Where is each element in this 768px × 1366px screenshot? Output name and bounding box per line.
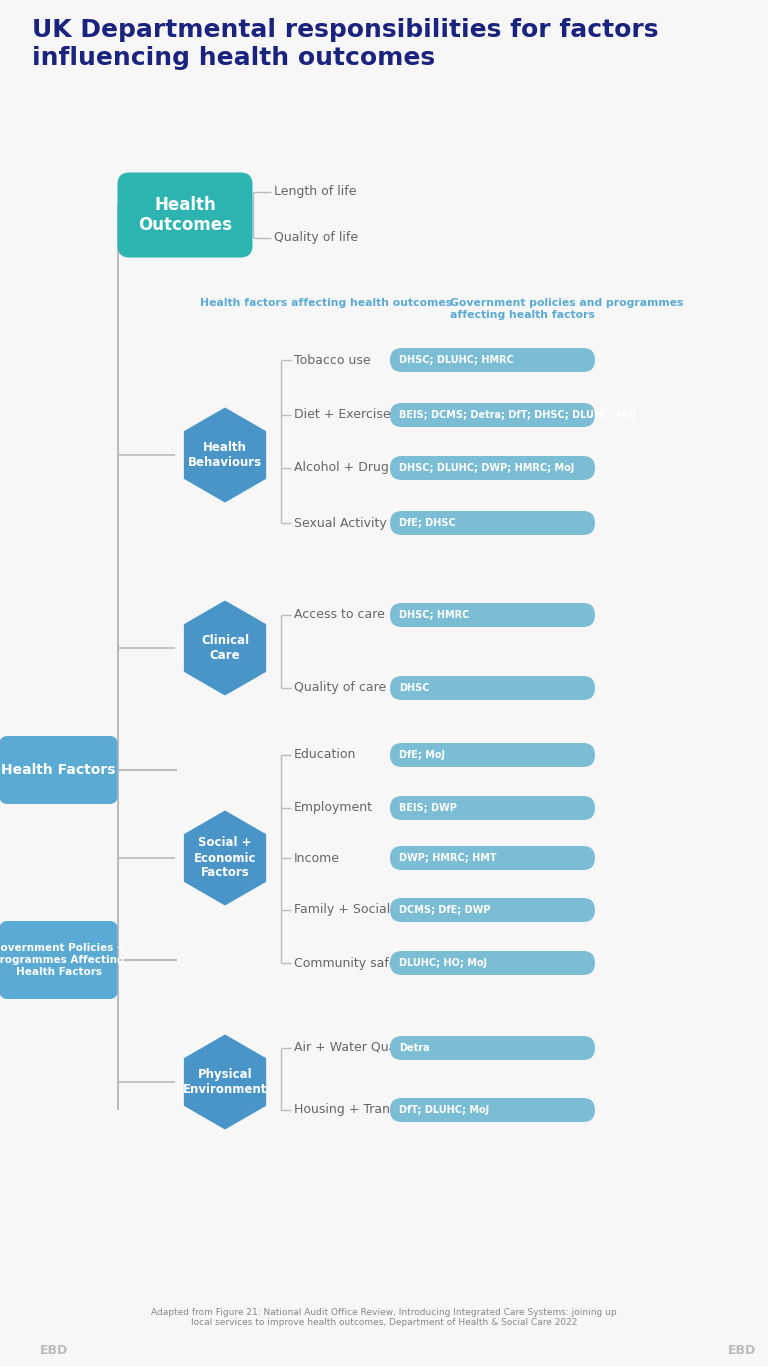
- Text: Access to care: Access to care: [294, 608, 385, 622]
- FancyBboxPatch shape: [390, 456, 595, 479]
- Polygon shape: [184, 1034, 266, 1130]
- FancyBboxPatch shape: [390, 897, 595, 922]
- Text: DCMS; DfE; DWP: DCMS; DfE; DWP: [399, 906, 491, 915]
- Text: DWP; HMRC; HMT: DWP; HMRC; HMT: [399, 852, 497, 863]
- Text: Sexual Activity: Sexual Activity: [294, 516, 387, 530]
- FancyBboxPatch shape: [0, 921, 118, 999]
- Text: Health
Outcomes: Health Outcomes: [138, 195, 232, 235]
- FancyBboxPatch shape: [390, 1098, 595, 1121]
- FancyBboxPatch shape: [390, 1035, 595, 1060]
- Text: DHSC; HMRC: DHSC; HMRC: [399, 611, 469, 620]
- Text: EBD: EBD: [40, 1344, 68, 1356]
- Text: UK Departmental responsibilities for factors
influencing health outcomes: UK Departmental responsibilities for fac…: [32, 18, 658, 70]
- FancyBboxPatch shape: [390, 743, 595, 766]
- Text: DfE; MoJ: DfE; MoJ: [399, 750, 445, 759]
- Text: DHSC: DHSC: [399, 683, 429, 693]
- FancyBboxPatch shape: [390, 796, 595, 820]
- Text: DfT; DLUHC; MoJ: DfT; DLUHC; MoJ: [399, 1105, 489, 1115]
- Text: DLUHC; HO; MoJ: DLUHC; HO; MoJ: [399, 958, 487, 968]
- FancyBboxPatch shape: [118, 172, 253, 258]
- Text: Income: Income: [294, 851, 340, 865]
- Text: Quality of care: Quality of care: [294, 682, 386, 694]
- Text: Housing + Transit: Housing + Transit: [294, 1104, 405, 1116]
- Text: Community safety: Community safety: [294, 956, 409, 970]
- Text: Air + Water Quality: Air + Water Quality: [294, 1041, 415, 1055]
- Text: Adapted from Figure 21: National Audit Office Review, Introducing Integrated Car: Adapted from Figure 21: National Audit O…: [151, 1309, 617, 1328]
- Text: DHSC; DLUHC; DWP; HMRC; MoJ: DHSC; DLUHC; DWP; HMRC; MoJ: [399, 463, 574, 473]
- Text: DfE; DHSC: DfE; DHSC: [399, 518, 455, 529]
- Text: Health Factors: Health Factors: [2, 764, 116, 777]
- FancyBboxPatch shape: [390, 602, 595, 627]
- Text: Physical
Environment: Physical Environment: [183, 1068, 267, 1096]
- Text: DHSC; DLUHC; HMRC: DHSC; DLUHC; HMRC: [399, 355, 514, 365]
- Polygon shape: [184, 600, 266, 697]
- Text: Health
Behaviours: Health Behaviours: [188, 441, 262, 469]
- Text: BEIS; DWP: BEIS; DWP: [399, 803, 457, 813]
- Text: Social +
Economic
Factors: Social + Economic Factors: [194, 836, 257, 880]
- FancyBboxPatch shape: [390, 348, 595, 372]
- Text: Clinical
Care: Clinical Care: [201, 634, 249, 663]
- Text: Education: Education: [294, 749, 356, 761]
- Text: Length of life: Length of life: [274, 186, 357, 198]
- Text: Government policies and programmes
affecting health factors: Government policies and programmes affec…: [450, 298, 684, 320]
- Text: Alcohol + Drug use: Alcohol + Drug use: [294, 462, 415, 474]
- Text: Family + Social support: Family + Social support: [294, 903, 442, 917]
- FancyBboxPatch shape: [390, 403, 595, 428]
- FancyBboxPatch shape: [0, 736, 118, 805]
- Text: EBD: EBD: [728, 1344, 756, 1356]
- FancyBboxPatch shape: [390, 511, 595, 535]
- Text: BEIS; DCMS; Detra; DfT; DHSC; DLUHC; MoJ: BEIS; DCMS; Detra; DfT; DHSC; DLUHC; MoJ: [399, 410, 637, 419]
- Text: Diet + Exercise: Diet + Exercise: [294, 408, 391, 422]
- Text: Health factors affecting health outcomes: Health factors affecting health outcomes: [200, 298, 452, 307]
- Text: Detra: Detra: [399, 1044, 429, 1053]
- Polygon shape: [184, 810, 266, 906]
- Text: Quality of life: Quality of life: [274, 231, 359, 245]
- FancyBboxPatch shape: [390, 951, 595, 975]
- Text: Government Policies +
Programmes Affecting
Health Factors: Government Policies + Programmes Affecti…: [0, 944, 125, 977]
- FancyBboxPatch shape: [390, 846, 595, 870]
- Text: Employment: Employment: [294, 802, 373, 814]
- Text: Tobacco use: Tobacco use: [294, 354, 371, 366]
- Polygon shape: [184, 407, 266, 503]
- FancyBboxPatch shape: [390, 676, 595, 699]
